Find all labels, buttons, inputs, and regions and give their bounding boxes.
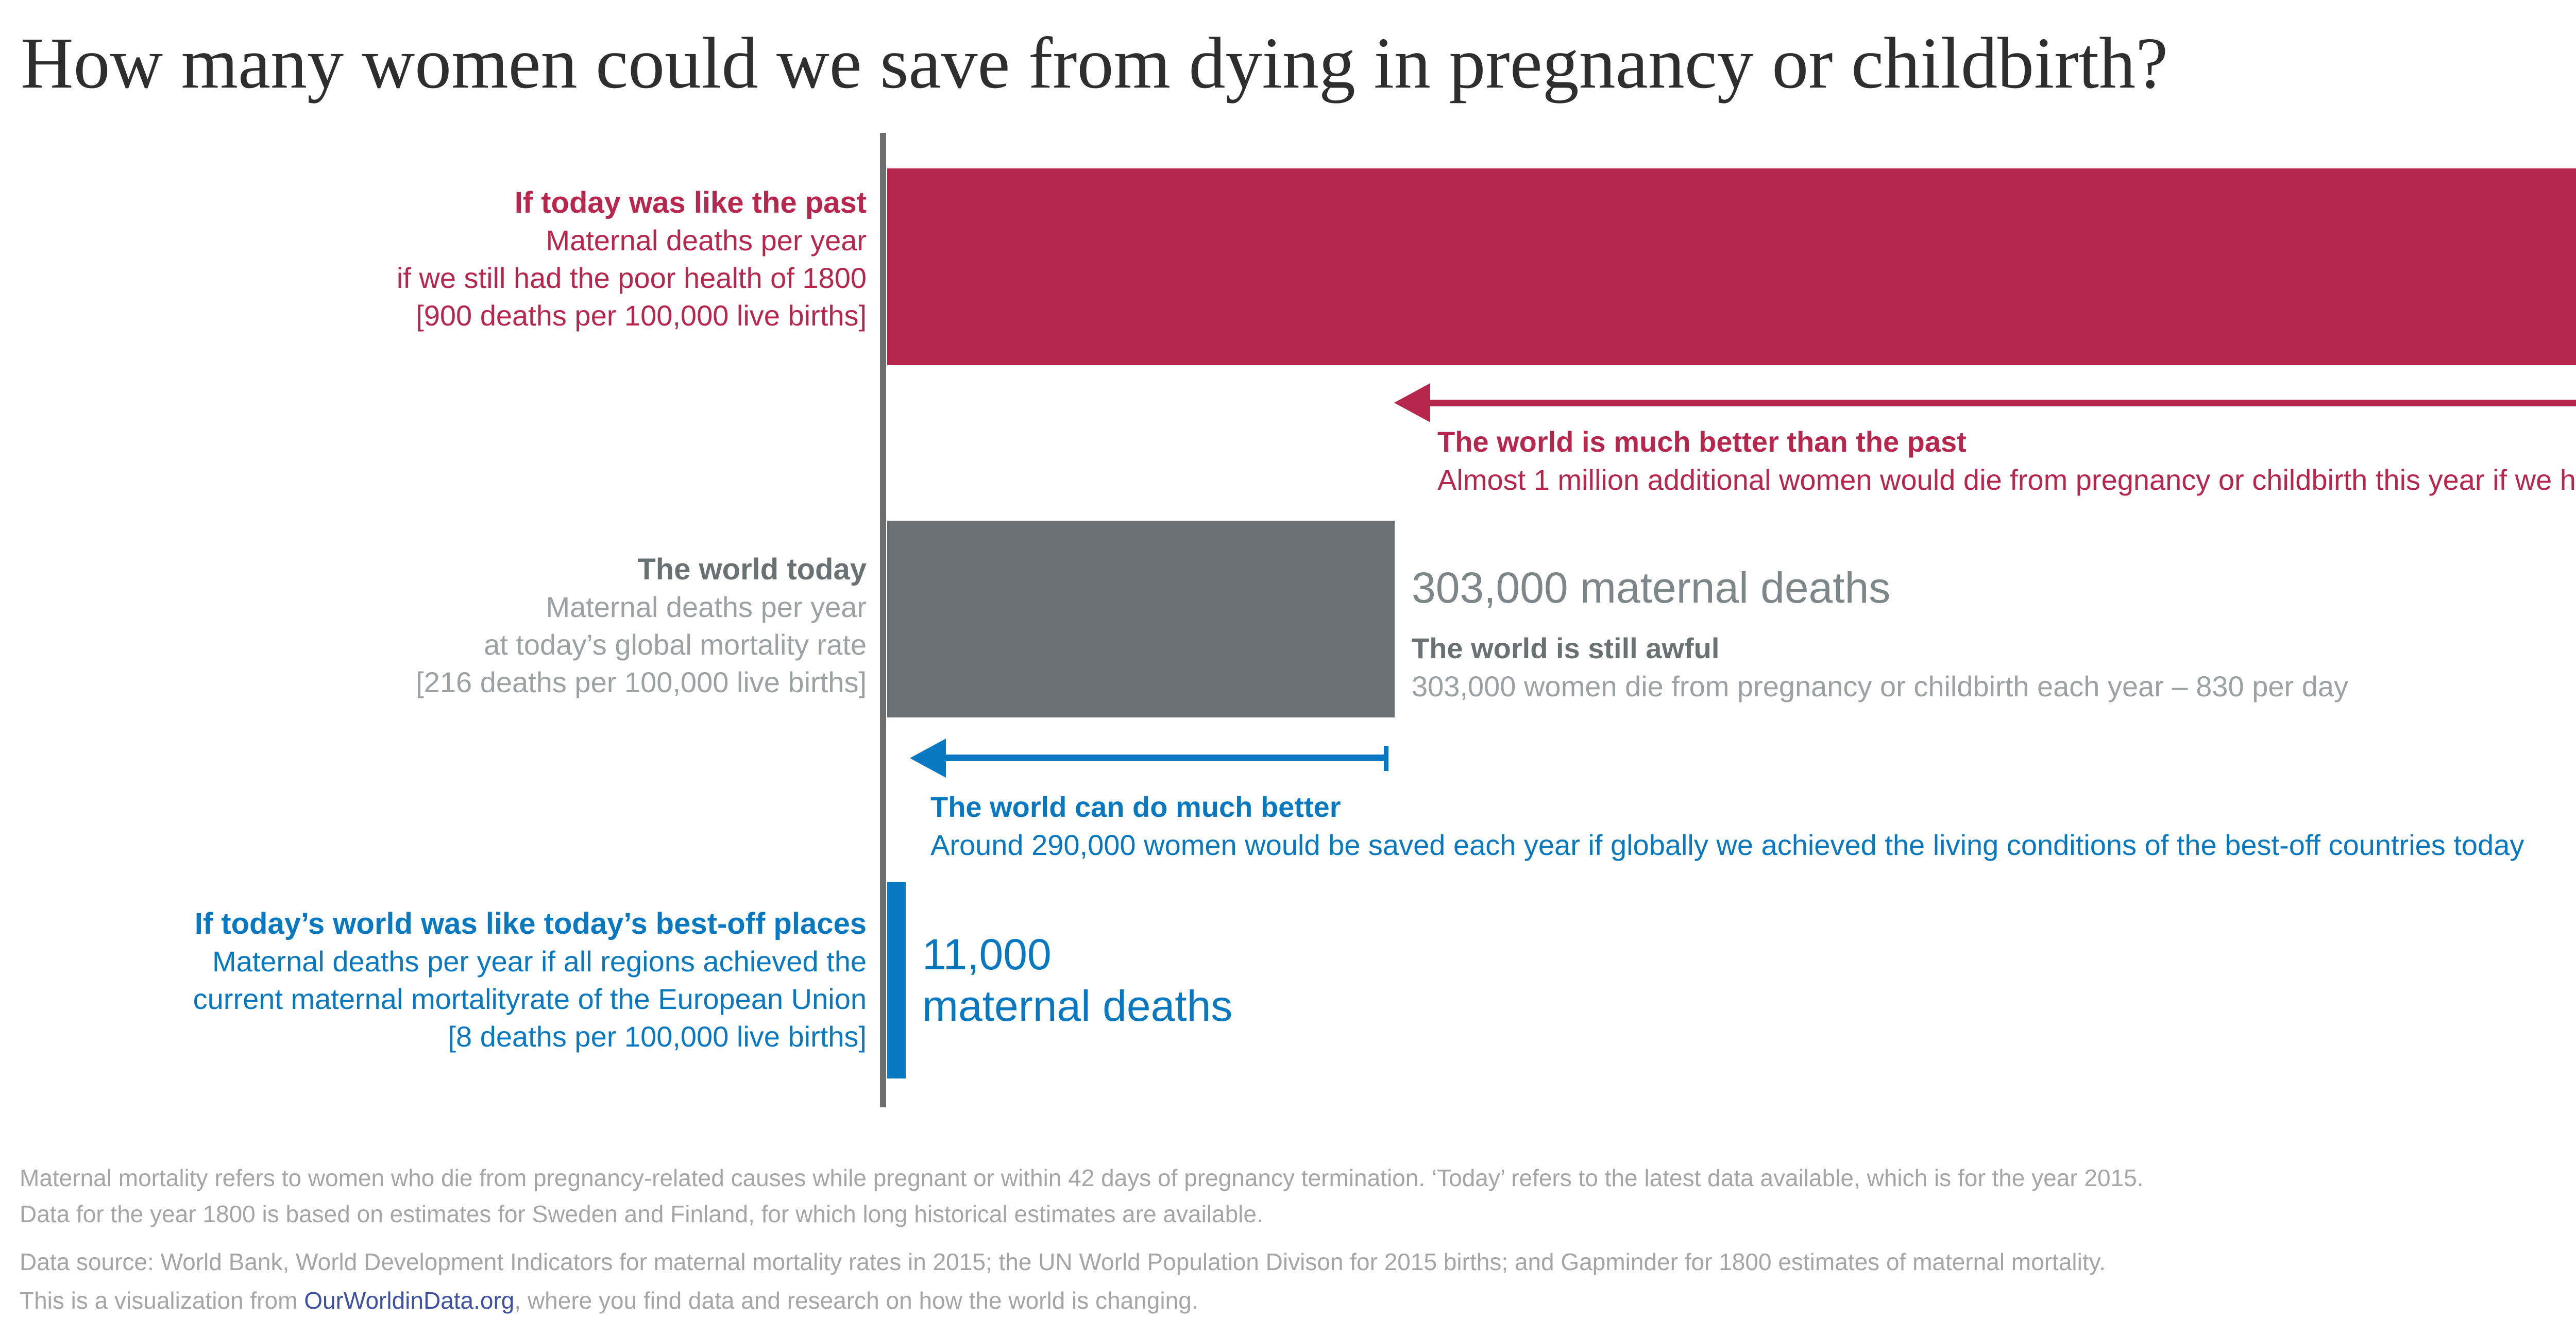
y-axis-line [880, 133, 886, 1107]
annotation-better-than-past: The world is much better than the past A… [1437, 423, 2576, 499]
arrow-better-than-past-left-arrowhead-icon [1394, 383, 1430, 422]
row-label-today-line3: [216 deaths per 100,000 live births] [416, 666, 867, 698]
row-label-best-off-line3: [8 deaths per 100,000 live births] [448, 1020, 867, 1053]
row-label-today: The world today Maternal deaths per year… [416, 551, 867, 701]
annotation-can-do-better-text: Around 290,000 women would be saved each… [930, 829, 2524, 861]
footnote-line-1: Maternal mortality refers to women who d… [20, 1164, 2144, 1191]
bar-the-world-today [887, 521, 1395, 717]
footnote-line-3: Data source: World Bank, World Developme… [20, 1248, 2106, 1275]
arrow-can-do-better-shaft [943, 755, 1387, 761]
arrow-can-do-better-end-cap [1384, 746, 1388, 771]
arrow-better-than-past-shaft [1427, 400, 2576, 406]
row-label-past-line3: [900 deaths per 100,000 live births] [416, 299, 867, 332]
row-label-today-line1: Maternal deaths per year [546, 591, 867, 623]
row-label-best-off-line1: Maternal deaths per year if all regions … [212, 945, 867, 978]
row-label-best-off-bold: If today’s world was like today’s best-o… [194, 907, 867, 940]
row-label-best-off: If today’s world was like today’s best-o… [193, 905, 867, 1055]
row-label-best-off-line2: current maternal mortalityrate of the Eu… [193, 983, 867, 1015]
row-label-today-bold: The world today [637, 553, 867, 586]
arrow-can-do-better-left-arrowhead-icon [910, 739, 946, 778]
bar-best-off-places [887, 882, 906, 1078]
footnote-line-4-prefix: This is a visualization from [20, 1287, 304, 1314]
annotation-can-do-better: The world can do much better Around 290,… [930, 788, 2524, 864]
row-label-past-line1: Maternal deaths per year [546, 224, 867, 256]
row-label-today-line2: at today’s global mortality rate [484, 628, 867, 661]
value-label-today: 303,000 maternal deaths [1412, 562, 1890, 613]
value-best-off-line2: maternal deaths [922, 982, 1233, 1030]
footnote-line-2: Data for the year 1800 is based on estim… [20, 1201, 1263, 1227]
annotation-better-than-past-title: The world is much better than the past [1437, 425, 1967, 458]
annotation-still-awful-title: The world is still awful [1412, 632, 1720, 664]
value-today-line1: 303,000 maternal deaths [1412, 563, 1891, 612]
row-label-past-bold: If today was like the past [514, 186, 867, 219]
annotation-can-do-better-title: The world can do much better [930, 791, 1341, 823]
annotation-still-awful-text: 303,000 women die from pregnancy or chil… [1412, 670, 2348, 703]
value-best-off-line1: 11,000 [922, 930, 1052, 979]
footnote-line-4-suffix: , where you find data and research on ho… [514, 1287, 1198, 1314]
annotation-still-awful: The world is still awful 303,000 women d… [1412, 629, 2348, 706]
annotation-better-than-past-text: Almost 1 million additional women would … [1437, 464, 2576, 496]
bar-if-today-was-like-the-past [887, 168, 2576, 365]
footnote-line-4: This is a visualization from OurWorldinD… [20, 1286, 1198, 1315]
chart-title: How many women could we save from dying … [21, 22, 2168, 104]
owid-website-link[interactable]: OurWorldinData.org [304, 1287, 515, 1314]
row-label-past-line2: if we still had the poor health of 1800 [396, 262, 867, 294]
row-label-past: If today was like the past Maternal deat… [397, 184, 867, 334]
value-label-best-off: 11,000 maternal deaths [922, 929, 1232, 1032]
